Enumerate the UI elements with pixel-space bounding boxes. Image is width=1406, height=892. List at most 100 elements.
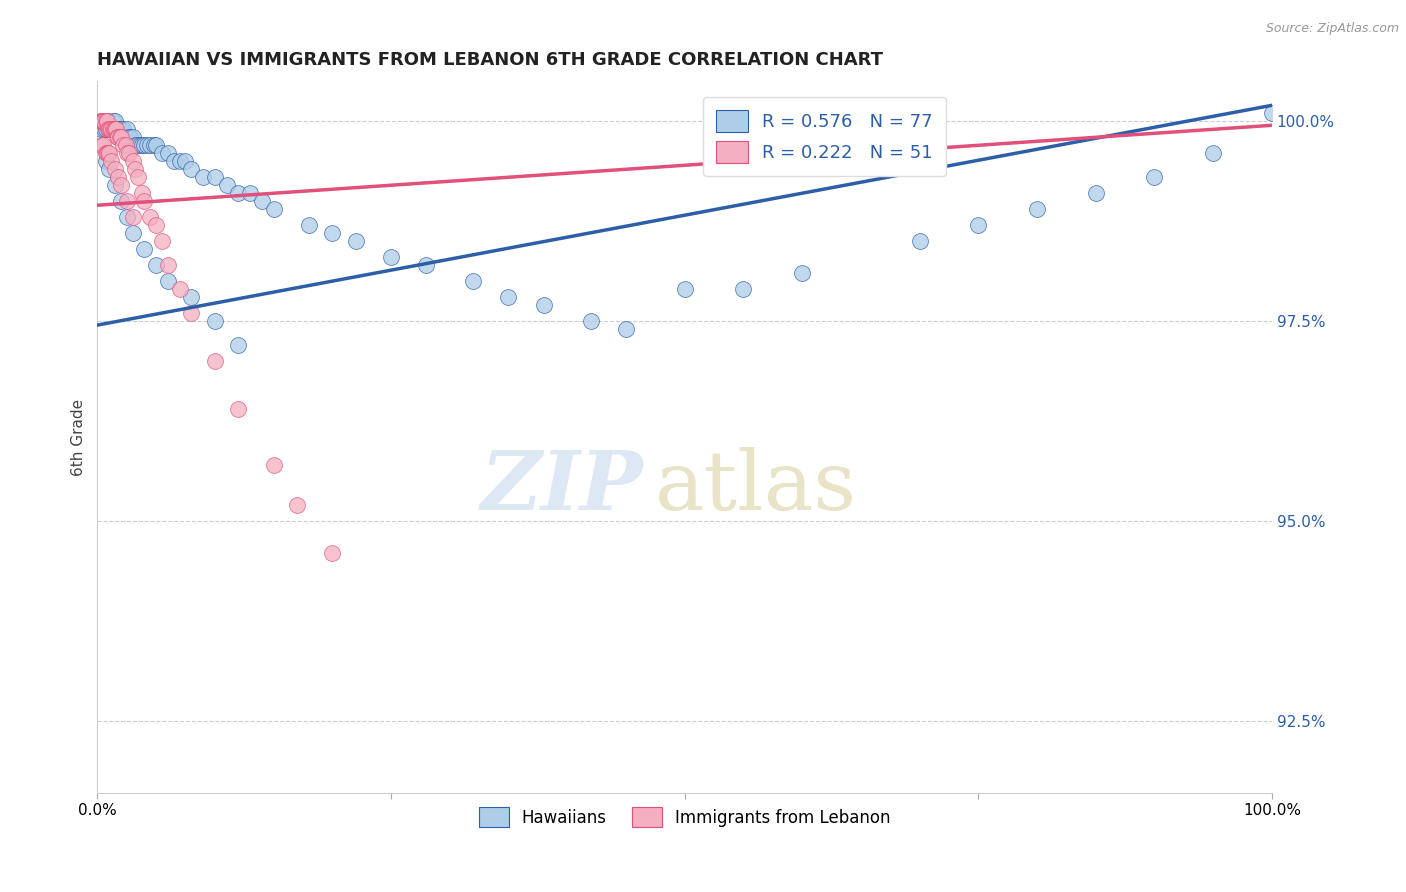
Point <box>104 178 127 193</box>
Point <box>121 130 143 145</box>
Point <box>105 122 128 136</box>
Point <box>103 122 125 136</box>
Point <box>124 138 146 153</box>
Point <box>226 338 249 352</box>
Text: ZIP: ZIP <box>481 447 644 527</box>
Point <box>215 178 238 193</box>
Point <box>94 122 117 136</box>
Point <box>150 146 173 161</box>
Point <box>134 194 156 209</box>
Point <box>150 234 173 248</box>
Point <box>115 194 138 209</box>
Point <box>614 322 637 336</box>
Point <box>263 458 285 472</box>
Point <box>139 138 162 153</box>
Point <box>101 122 124 136</box>
Point <box>91 114 114 128</box>
Point <box>498 290 520 304</box>
Point <box>90 122 112 136</box>
Point <box>134 242 156 256</box>
Point <box>127 138 149 153</box>
Point <box>250 194 273 209</box>
Point <box>204 314 226 328</box>
Text: Source: ZipAtlas.com: Source: ZipAtlas.com <box>1265 22 1399 36</box>
Point <box>533 298 555 312</box>
Point <box>180 162 202 177</box>
Point <box>263 202 285 217</box>
Point <box>114 130 136 145</box>
Point <box>142 138 165 153</box>
Point <box>91 114 114 128</box>
Point <box>204 170 226 185</box>
Point <box>104 122 127 136</box>
Point <box>579 314 602 328</box>
Point <box>226 186 249 201</box>
Point <box>98 122 121 136</box>
Point <box>733 282 755 296</box>
Point <box>790 266 813 280</box>
Point <box>93 114 115 128</box>
Legend: Hawaiians, Immigrants from Lebanon: Hawaiians, Immigrants from Lebanon <box>472 800 897 834</box>
Point <box>96 114 118 128</box>
Point <box>121 154 143 169</box>
Point <box>156 274 179 288</box>
Point <box>110 178 132 193</box>
Point <box>98 122 121 136</box>
Point <box>285 498 308 512</box>
Point <box>94 154 117 169</box>
Point <box>169 282 191 296</box>
Point <box>673 282 696 296</box>
Point <box>121 226 143 240</box>
Point <box>967 218 990 232</box>
Point <box>90 138 112 153</box>
Point <box>103 122 125 136</box>
Point <box>128 138 150 153</box>
Point <box>105 130 128 145</box>
Point <box>115 122 138 136</box>
Point <box>239 186 262 201</box>
Point <box>156 258 179 272</box>
Point <box>98 122 121 136</box>
Point <box>115 146 138 161</box>
Point <box>463 274 485 288</box>
Point <box>321 546 343 560</box>
Point <box>1261 106 1284 120</box>
Point <box>1026 202 1049 217</box>
Point <box>105 122 128 136</box>
Point <box>98 162 121 177</box>
Point <box>98 146 121 161</box>
Point <box>139 211 162 225</box>
Point <box>110 122 132 136</box>
Point <box>191 170 214 185</box>
Point <box>114 138 136 153</box>
Point <box>100 122 122 136</box>
Point <box>107 170 129 185</box>
Point <box>93 122 115 136</box>
Point <box>124 162 146 177</box>
Point <box>145 138 167 153</box>
Point <box>1084 186 1107 201</box>
Text: atlas: atlas <box>655 447 858 527</box>
Point <box>97 114 120 128</box>
Point <box>94 146 117 161</box>
Text: HAWAIIAN VS IMMIGRANTS FROM LEBANON 6TH GRADE CORRELATION CHART: HAWAIIAN VS IMMIGRANTS FROM LEBANON 6TH … <box>97 51 883 69</box>
Point <box>112 122 135 136</box>
Point <box>1143 170 1166 185</box>
Point <box>90 114 112 128</box>
Point <box>118 146 141 161</box>
Point <box>101 114 124 128</box>
Point <box>91 138 114 153</box>
Point <box>321 226 343 240</box>
Point <box>298 218 321 232</box>
Point <box>96 146 118 161</box>
Point <box>112 138 135 153</box>
Point <box>118 130 141 145</box>
Point <box>145 218 167 232</box>
Point <box>134 138 156 153</box>
Point <box>908 234 931 248</box>
Point <box>135 138 157 153</box>
Y-axis label: 6th Grade: 6th Grade <box>72 399 86 475</box>
Point <box>94 114 117 128</box>
Point <box>100 122 122 136</box>
Point <box>380 250 402 264</box>
